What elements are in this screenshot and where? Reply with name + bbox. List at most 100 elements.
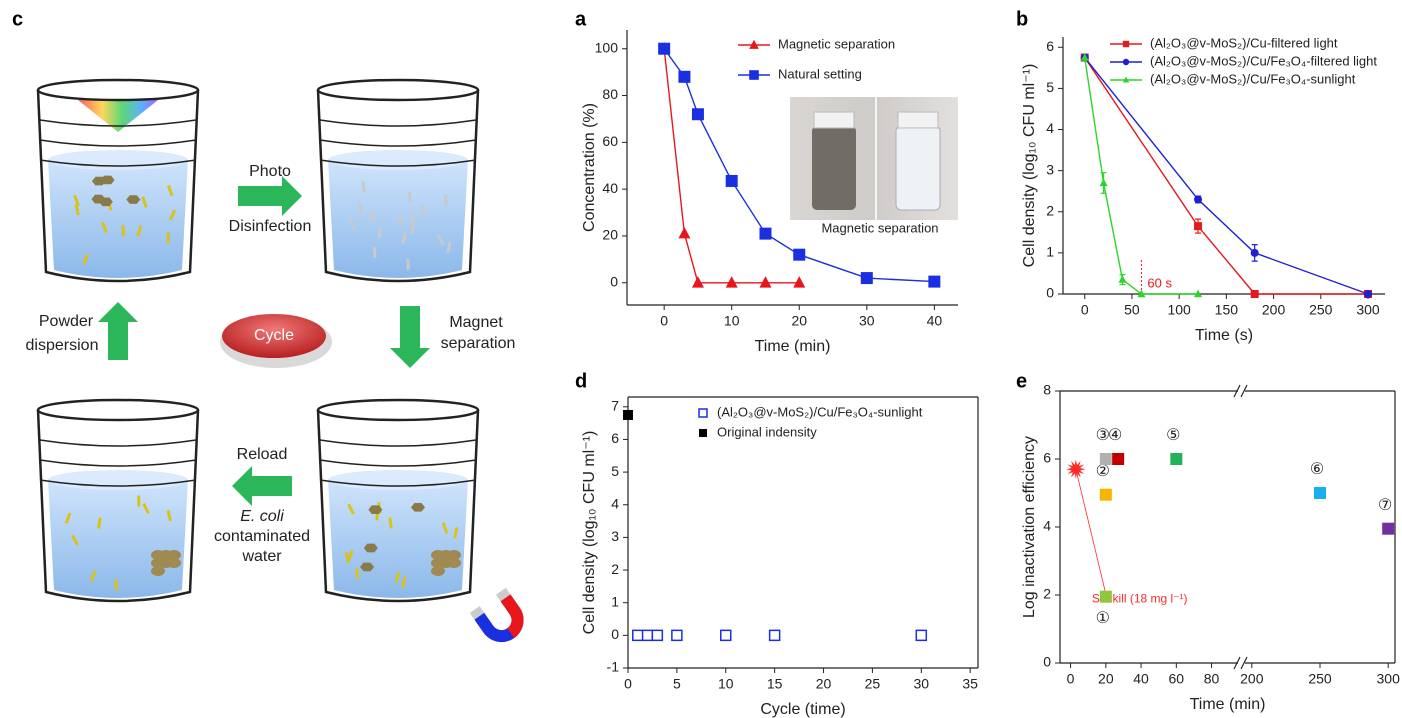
light-arrow (78, 100, 158, 132)
marker (768, 629, 781, 642)
y-tick-label: 60 (602, 133, 618, 149)
x-tick-label: 150 (1215, 302, 1239, 318)
particle (453, 527, 459, 539)
x-tick-label: 300 (1356, 302, 1380, 318)
legend-marker (1122, 76, 1130, 83)
step-label: Photo (249, 163, 291, 180)
inset-photo: Magnetic separation (790, 97, 958, 235)
marker (1364, 290, 1373, 298)
series-line (663, 48, 800, 284)
y-tick-label: 2 (1046, 202, 1054, 218)
point-label: ⑥ (1310, 461, 1324, 478)
legend-label: (Al₂O₃@v-MoS₂)/Cu/Fe₃O₄-filtered light (1150, 53, 1377, 68)
beaker-outline (316, 89, 480, 283)
y-tick-label: 20 (602, 227, 618, 243)
beaker-rim (316, 78, 480, 102)
marker (641, 629, 654, 642)
graduation (39, 139, 197, 147)
particle (400, 576, 407, 589)
y-tick-label: 6 (611, 430, 619, 446)
marker (658, 42, 671, 55)
y-tick-label: 4 (1043, 518, 1051, 534)
series-line (1084, 57, 1369, 295)
point (1170, 453, 1183, 465)
point-label: ② (1096, 463, 1110, 480)
point (1314, 487, 1326, 499)
legend-marker (1122, 40, 1130, 48)
particle (406, 258, 410, 270)
step-label: contaminated (214, 528, 310, 545)
beaker-rim (316, 398, 480, 422)
beaker (36, 398, 200, 603)
particle (73, 194, 80, 207)
x-tick-label: 0 (1081, 302, 1089, 318)
beaker-outline (36, 409, 200, 603)
annotation: 60 s (1147, 275, 1172, 290)
particle (370, 210, 375, 222)
beaker-rim (36, 398, 200, 422)
y-tick-label: 2 (1043, 586, 1051, 602)
legend-label: Original indensity (717, 424, 817, 439)
magnet (469, 587, 524, 643)
water (48, 160, 188, 278)
legend-label: Natural setting (778, 66, 862, 81)
x-tick-label: 300 (1377, 671, 1401, 687)
particle (136, 225, 143, 237)
particle (74, 203, 80, 216)
particle (114, 579, 119, 591)
x-tick-label: 200 (1262, 302, 1286, 318)
x-tick-label: 40 (927, 313, 943, 329)
point-label: ③ (1096, 427, 1110, 444)
y-tick-label: -1 (607, 659, 620, 675)
legend-label: (Al₂O₃@v-MoS₂)/Cu-filtered light (1150, 35, 1338, 50)
reference-label: Seckill (18 mg l⁻¹) (1092, 591, 1188, 605)
particle (71, 534, 79, 546)
y-tick-label: 0 (1043, 654, 1051, 670)
step-label: water (241, 548, 282, 565)
particle (410, 223, 415, 235)
particle (347, 503, 355, 515)
particle (97, 517, 102, 529)
y-tick-label: 3 (611, 528, 619, 544)
x-axis-title: Time (s) (1195, 327, 1253, 344)
marker (793, 276, 806, 288)
particle (168, 209, 177, 221)
marker (1194, 289, 1203, 298)
particle (441, 522, 449, 534)
step-label: Powder (39, 313, 94, 330)
marker (725, 276, 738, 288)
point-label: ④ (1108, 427, 1122, 444)
particle (372, 246, 377, 259)
x-tick-label: 60 (1169, 671, 1185, 687)
point (1099, 453, 1112, 465)
x-axis-title: Cycle (time) (760, 701, 845, 718)
x-tick-label: 10 (724, 313, 740, 329)
x-tick-label: 100 (1167, 302, 1191, 318)
beaker-outline (36, 89, 200, 283)
marker (860, 272, 873, 285)
y-tick-label: 80 (602, 86, 618, 102)
marker (651, 629, 664, 642)
y-axis-title: Cell density (log₁₀ CFU ml⁻¹) (1021, 64, 1038, 268)
point (1099, 488, 1112, 501)
x-tick-label: 25 (865, 676, 881, 692)
marker (793, 248, 806, 261)
legend-marker (698, 408, 708, 418)
marker (1194, 222, 1203, 231)
marker (678, 227, 691, 239)
particle (360, 562, 375, 572)
diagram: c Cycle Photo Disinfection Magnet separa… (12, 8, 524, 643)
arrow (390, 306, 430, 368)
marker (720, 629, 732, 642)
water-surface (328, 150, 468, 170)
arrow (98, 302, 138, 360)
step-label: E. coli (240, 508, 284, 525)
x-tick-label: 40 (1133, 671, 1149, 687)
point-label: ① (1096, 610, 1110, 627)
graduation (39, 159, 197, 167)
legend-label: (Al₂O₃@v-MoS₂)/Cu/Fe₃O₄-sunlight (717, 404, 923, 419)
graduation (319, 119, 477, 127)
graduation (319, 479, 477, 487)
y-tick-label: 6 (1043, 450, 1051, 466)
y-axis-title: Concentration (%) (581, 103, 598, 232)
